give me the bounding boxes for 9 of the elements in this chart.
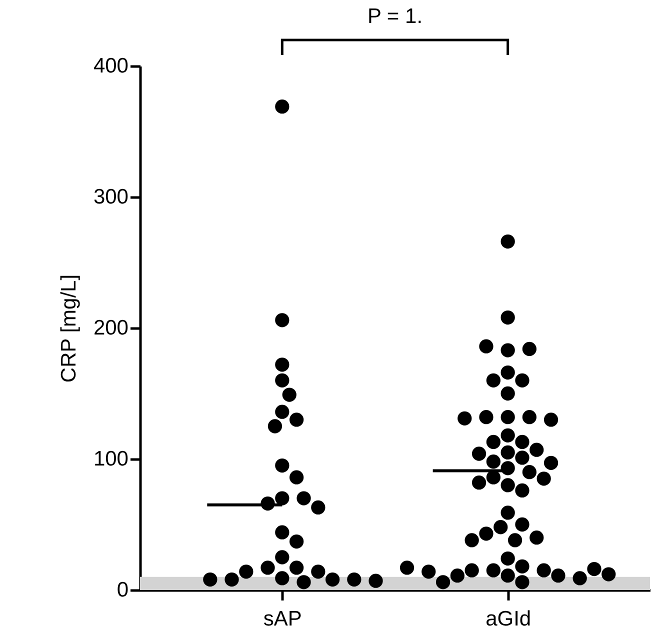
- y-axis-title: CRP [mg/L]: [57, 274, 80, 383]
- text: P = 1.: [367, 5, 423, 29]
- x-tick-label: sAP: [263, 608, 302, 630]
- y-tick-label: 0: [116, 578, 128, 602]
- x-tick-label: aGId: [486, 608, 532, 630]
- y-tick-label: 100: [93, 448, 128, 470]
- y-tick-label: 200: [93, 316, 128, 340]
- y-tick-label: 400: [93, 54, 128, 78]
- y-tick-label: 300: [93, 186, 128, 208]
